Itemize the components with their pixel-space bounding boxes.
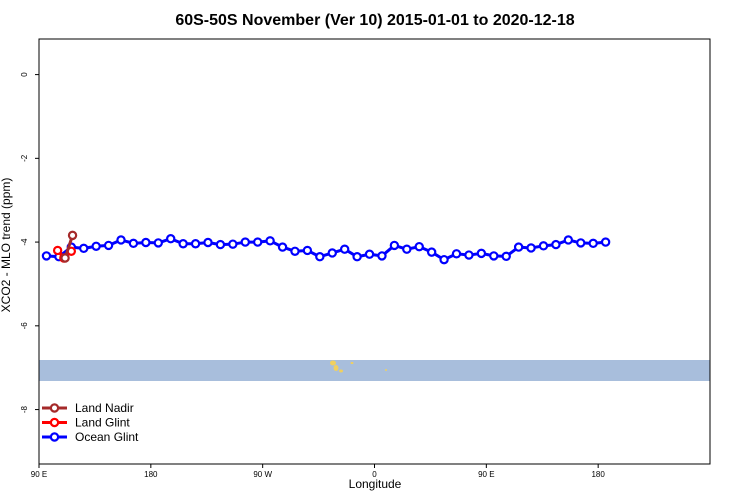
ocean-glint-point bbox=[501, 251, 511, 262]
ocean-glint-point bbox=[426, 247, 437, 257]
legend-swatch-marker bbox=[49, 403, 60, 413]
ocean-glint-point bbox=[79, 243, 89, 254]
ocean-glint-point bbox=[476, 248, 487, 259]
ocean-glint-point bbox=[600, 237, 611, 247]
legend-label: Land Glint bbox=[75, 416, 130, 430]
y-tick-label: -6 bbox=[20, 322, 29, 330]
ocean-glint-point bbox=[364, 249, 375, 259]
ocean-glint-point bbox=[402, 244, 412, 254]
ocean-glint-point bbox=[178, 239, 188, 249]
land-glint-point bbox=[52, 245, 63, 256]
plot-frame bbox=[38, 38, 711, 465]
ocean-glint-line bbox=[46, 237, 606, 262]
ocean-glint-point bbox=[538, 241, 549, 251]
legend-swatch-marker bbox=[49, 432, 60, 442]
ocean-glint-point bbox=[141, 237, 151, 248]
legend-label: Land Nadir bbox=[75, 401, 134, 415]
ocean-glint-point bbox=[414, 241, 424, 252]
y-axis-ticks: 0 -2 -4 -6 -8 bbox=[20, 72, 39, 413]
ocean-glint-point bbox=[290, 246, 300, 256]
y-axis-title: XCO2 - MLO trend (ppm) bbox=[0, 178, 13, 313]
y-tick-label: -4 bbox=[20, 238, 29, 246]
ocean-glint-point bbox=[166, 234, 176, 244]
ocean-glint-point bbox=[576, 238, 586, 248]
ocean-glint-point bbox=[464, 250, 474, 260]
legend-item-ocean-glint: Ocean Glint bbox=[42, 430, 139, 444]
ocean-glint-point bbox=[439, 254, 449, 265]
legend-label: Ocean Glint bbox=[75, 430, 139, 444]
ocean-glint-point bbox=[526, 243, 536, 253]
ocean-glint-point bbox=[315, 252, 325, 262]
ocean-glint-point bbox=[352, 252, 362, 262]
ocean-glint-point bbox=[41, 251, 52, 261]
y-tick-label: -2 bbox=[20, 154, 29, 162]
land-nadir-point bbox=[60, 253, 70, 263]
ocean-glint-point bbox=[551, 239, 561, 250]
legend-item-land-glint: Land Glint bbox=[42, 416, 130, 430]
chart-title: 60S-50S November (Ver 10) 2015-01-01 to … bbox=[175, 12, 574, 29]
ocean-glint-point bbox=[588, 238, 598, 249]
ocean-glint-point bbox=[265, 236, 275, 246]
x-tick-label: 90 E bbox=[478, 470, 494, 479]
ocean-glint-point bbox=[215, 239, 226, 250]
ocean-glint-point bbox=[128, 238, 139, 249]
ocean-glint-point bbox=[116, 235, 126, 245]
x-tick-label: 180 bbox=[591, 470, 605, 479]
ocean-glint-point bbox=[190, 239, 201, 249]
ocean-glint-point bbox=[513, 242, 524, 252]
ocean-glint-point bbox=[240, 237, 250, 247]
x-axis-ticks: 90 E 180 90 W 0 90 E 180 bbox=[31, 464, 605, 479]
land-band bbox=[39, 360, 710, 381]
ocean-glint-point bbox=[228, 239, 238, 249]
legend-item-land-nadir: Land Nadir bbox=[42, 401, 134, 415]
ocean-glint-point bbox=[339, 244, 350, 254]
ocean-glint-point bbox=[389, 240, 400, 251]
x-tick-label: 90 W bbox=[253, 470, 272, 479]
ocean-glint-point bbox=[563, 235, 574, 245]
ocean-glint-point bbox=[203, 237, 213, 248]
ocean-glint-point bbox=[489, 251, 499, 261]
land-spots bbox=[330, 360, 387, 373]
x-axis-title: Longitude bbox=[349, 477, 402, 491]
ocean-glint-point bbox=[302, 245, 313, 256]
ocean-glint-point bbox=[277, 242, 288, 252]
ocean-glint-point bbox=[153, 238, 163, 248]
ocean-glint-point bbox=[91, 241, 101, 251]
legend-swatch-marker bbox=[49, 417, 60, 428]
ocean-glint-point bbox=[103, 240, 114, 251]
land-nadir-point bbox=[67, 230, 78, 241]
x-tick-label: 180 bbox=[144, 470, 158, 479]
ocean-glint-point bbox=[252, 237, 263, 247]
x-tick-label: 90 E bbox=[31, 470, 47, 479]
x-tick-label: 0 bbox=[372, 470, 377, 479]
ocean-glint-point bbox=[327, 248, 337, 258]
ocean-glint-point bbox=[451, 249, 462, 259]
y-tick-label: 0 bbox=[20, 72, 29, 77]
ocean-glint-point bbox=[377, 251, 387, 261]
series-layer bbox=[41, 230, 611, 265]
y-tick-label: -8 bbox=[20, 405, 29, 413]
